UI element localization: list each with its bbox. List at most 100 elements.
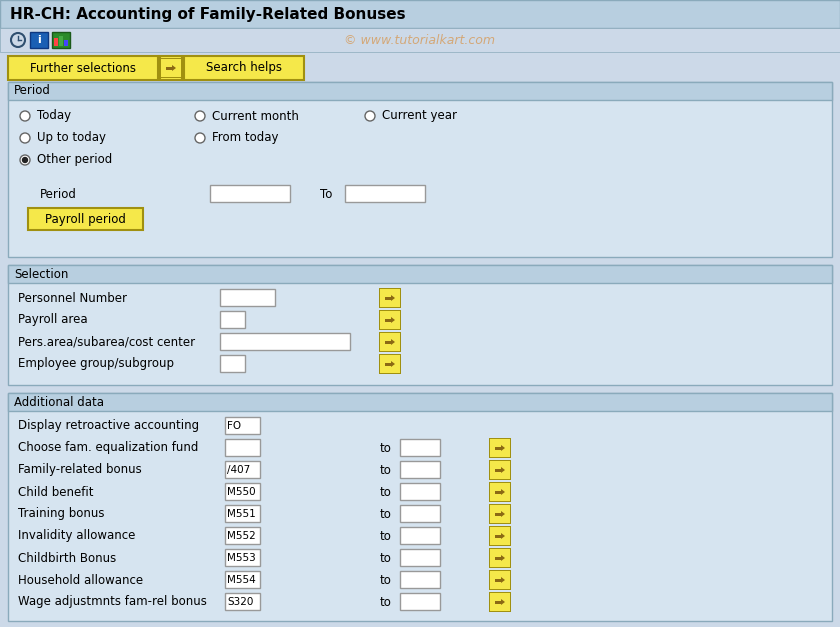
- Polygon shape: [385, 362, 391, 366]
- FancyBboxPatch shape: [490, 439, 510, 457]
- Text: to: to: [380, 507, 392, 520]
- Polygon shape: [391, 339, 395, 345]
- Text: Period: Period: [14, 85, 51, 98]
- Circle shape: [195, 133, 205, 143]
- FancyBboxPatch shape: [28, 208, 143, 230]
- Text: From today: From today: [212, 132, 279, 144]
- Text: M552: M552: [227, 531, 255, 541]
- Polygon shape: [495, 557, 501, 559]
- Text: Employee group/subgroup: Employee group/subgroup: [18, 357, 174, 371]
- Polygon shape: [172, 65, 176, 71]
- FancyBboxPatch shape: [345, 185, 425, 202]
- Text: Selection: Selection: [14, 268, 68, 280]
- FancyBboxPatch shape: [489, 460, 511, 480]
- Text: Today: Today: [37, 110, 71, 122]
- Text: Household allowance: Household allowance: [18, 574, 143, 586]
- Text: Personnel Number: Personnel Number: [18, 292, 127, 305]
- Polygon shape: [501, 555, 505, 561]
- FancyBboxPatch shape: [489, 592, 511, 612]
- Polygon shape: [495, 534, 501, 537]
- FancyBboxPatch shape: [400, 439, 440, 456]
- FancyBboxPatch shape: [8, 56, 158, 80]
- FancyBboxPatch shape: [489, 438, 511, 458]
- FancyBboxPatch shape: [225, 571, 260, 588]
- Text: M551: M551: [227, 509, 255, 519]
- Text: Period: Period: [40, 187, 77, 201]
- FancyBboxPatch shape: [225, 439, 260, 456]
- FancyBboxPatch shape: [400, 549, 440, 566]
- FancyBboxPatch shape: [184, 56, 304, 80]
- FancyBboxPatch shape: [490, 461, 510, 479]
- FancyBboxPatch shape: [225, 549, 260, 566]
- Polygon shape: [391, 295, 395, 301]
- FancyBboxPatch shape: [400, 593, 440, 610]
- FancyBboxPatch shape: [400, 571, 440, 588]
- Text: Wage adjustmnts fam-rel bonus: Wage adjustmnts fam-rel bonus: [18, 596, 207, 608]
- Polygon shape: [385, 297, 391, 300]
- FancyBboxPatch shape: [490, 505, 510, 523]
- FancyBboxPatch shape: [489, 548, 511, 568]
- Polygon shape: [501, 533, 505, 539]
- FancyBboxPatch shape: [8, 265, 832, 385]
- FancyBboxPatch shape: [379, 310, 401, 330]
- FancyBboxPatch shape: [64, 40, 68, 46]
- FancyBboxPatch shape: [30, 32, 48, 48]
- Polygon shape: [501, 445, 505, 451]
- FancyBboxPatch shape: [380, 289, 400, 307]
- FancyBboxPatch shape: [225, 461, 260, 478]
- Polygon shape: [391, 317, 395, 323]
- Text: Training bonus: Training bonus: [18, 507, 104, 520]
- FancyBboxPatch shape: [225, 527, 260, 544]
- FancyBboxPatch shape: [0, 0, 840, 28]
- FancyBboxPatch shape: [220, 333, 350, 350]
- FancyBboxPatch shape: [8, 265, 832, 283]
- FancyBboxPatch shape: [225, 505, 260, 522]
- Text: Family-related bonus: Family-related bonus: [18, 463, 142, 477]
- Polygon shape: [501, 599, 505, 605]
- Polygon shape: [391, 361, 395, 367]
- Text: Search helps: Search helps: [206, 61, 282, 75]
- Text: Payroll area: Payroll area: [18, 314, 87, 327]
- Text: i: i: [37, 35, 41, 45]
- Text: Child benefit: Child benefit: [18, 485, 93, 498]
- FancyBboxPatch shape: [379, 288, 401, 308]
- Text: S320: S320: [227, 597, 254, 607]
- FancyBboxPatch shape: [379, 354, 401, 374]
- Text: Payroll period: Payroll period: [45, 214, 125, 226]
- Text: HR-CH: Accounting of Family-Related Bonuses: HR-CH: Accounting of Family-Related Bonu…: [10, 6, 406, 21]
- Text: to: to: [380, 529, 392, 542]
- Text: to: to: [380, 463, 392, 477]
- FancyBboxPatch shape: [400, 483, 440, 500]
- FancyBboxPatch shape: [490, 593, 510, 611]
- Polygon shape: [495, 579, 501, 581]
- Polygon shape: [495, 490, 501, 493]
- FancyBboxPatch shape: [400, 527, 440, 544]
- Text: to: to: [380, 552, 392, 564]
- Circle shape: [365, 111, 375, 121]
- Text: M554: M554: [227, 575, 255, 585]
- Text: FO: FO: [227, 421, 241, 431]
- Polygon shape: [495, 512, 501, 515]
- FancyBboxPatch shape: [489, 504, 511, 524]
- FancyBboxPatch shape: [400, 505, 440, 522]
- Polygon shape: [385, 340, 391, 344]
- FancyBboxPatch shape: [225, 417, 260, 434]
- Polygon shape: [495, 468, 501, 472]
- Polygon shape: [501, 467, 505, 473]
- FancyBboxPatch shape: [489, 482, 511, 502]
- Text: Invalidity allowance: Invalidity allowance: [18, 529, 135, 542]
- Text: © www.tutorialkart.com: © www.tutorialkart.com: [344, 33, 496, 46]
- Text: Up to today: Up to today: [37, 132, 106, 144]
- FancyBboxPatch shape: [225, 483, 260, 500]
- Text: Display retroactive accounting: Display retroactive accounting: [18, 419, 199, 433]
- Text: /407: /407: [227, 465, 250, 475]
- FancyBboxPatch shape: [380, 333, 400, 351]
- FancyBboxPatch shape: [54, 38, 58, 46]
- FancyBboxPatch shape: [220, 311, 245, 328]
- Circle shape: [195, 111, 205, 121]
- FancyBboxPatch shape: [490, 571, 510, 589]
- FancyBboxPatch shape: [220, 289, 275, 306]
- FancyBboxPatch shape: [490, 483, 510, 501]
- Text: to: to: [380, 441, 392, 455]
- FancyBboxPatch shape: [8, 393, 832, 411]
